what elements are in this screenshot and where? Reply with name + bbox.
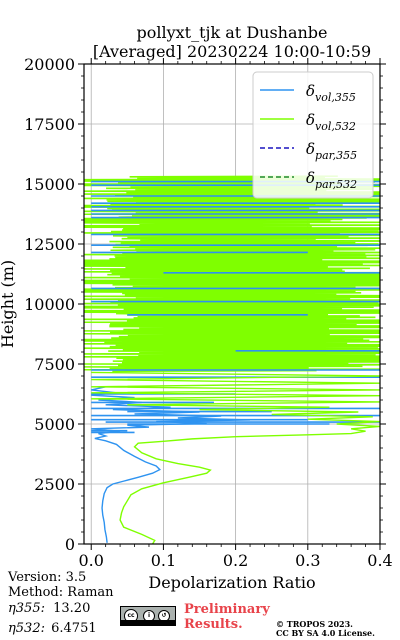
method-text: Method: Raman (8, 585, 114, 600)
series-lines (91, 371, 380, 544)
cc-license-badge-icon: cc i ↺ (120, 606, 176, 626)
y-tick-label: 12500 (24, 235, 75, 254)
x-tick-label: 0.3 (295, 551, 320, 570)
x-tick-label: 0.2 (223, 551, 248, 570)
y-tick-label: 2500 (34, 475, 75, 494)
y-tick-label: 17500 (24, 115, 75, 134)
x-tick-label: 0.0 (78, 551, 103, 570)
y-tick-label: 10000 (24, 295, 75, 314)
legend-box (252, 71, 374, 199)
copyright-notice: © TROPOS 2023. CC BY SA 4.0 License. (276, 620, 375, 638)
eta355-value: 13.20 (53, 601, 91, 616)
eta355-label: η355: (8, 601, 45, 616)
legend-vol532-label: δvol,532 (306, 111, 356, 133)
preliminary-notice: Preliminary Results. (184, 602, 270, 632)
chart-subtitle: [Averaged] 20230224 10:00-10:59 (93, 42, 371, 61)
preliminary-line2: Results. (184, 617, 243, 632)
eta532-value: 6.4751 (51, 621, 97, 636)
axis-ticks (78, 58, 386, 550)
vol355-line (91, 386, 251, 543)
y-tick-label: 5000 (34, 415, 75, 434)
legend-vol355-label: δvol,355 (306, 82, 356, 104)
preliminary-line1: Preliminary (184, 602, 270, 617)
x-tick-label: 0.4 (367, 551, 392, 570)
x-tick-label: 0.1 (151, 551, 176, 570)
vol532-noise (84, 175, 380, 373)
y-tick-label: 20000 (24, 55, 75, 74)
y-tick-label: 7500 (34, 355, 75, 374)
legend: δvol,355 δvol,532 δpar,355 δpar,532 (252, 71, 374, 199)
version-text: Version: 3.5 (8, 570, 87, 585)
eta355-row: η355: 13.20 (8, 601, 90, 617)
eta532-label: η532: (8, 621, 45, 636)
chart-title: pollyxt_tjk at Dushanbe (136, 23, 327, 42)
copyright-line1: © TROPOS 2023. (276, 619, 353, 629)
legend-par532-label: δpar,532 (306, 169, 357, 191)
y-tick-label: 15000 (24, 175, 75, 194)
x-axis-label: Depolarization Ratio (148, 573, 315, 592)
y-tick-label: 0 (65, 535, 75, 554)
tick-labels: 0.0 0.1 0.2 0.3 0.4 0 2500 5000 7500 10000 12500 15… (24, 55, 393, 570)
vol532-line (91, 371, 380, 544)
legend-par355-label: δpar,355 (306, 140, 357, 162)
copyright-line2: CC BY SA 4.0 License. (276, 628, 375, 638)
y-axis-label: Height (m) (0, 260, 17, 348)
eta532-row: η532: 6.4751 (8, 621, 97, 637)
